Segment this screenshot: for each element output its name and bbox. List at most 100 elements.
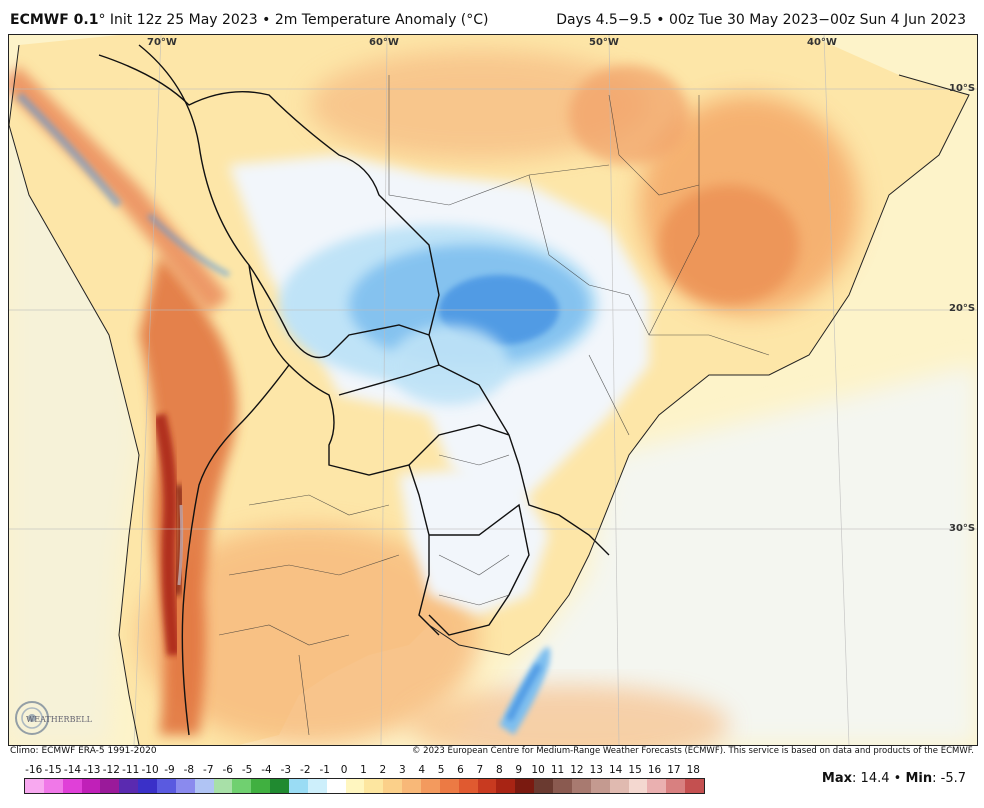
logo-text: WEATHERBELL bbox=[26, 715, 92, 724]
colorbar-swatch bbox=[402, 779, 422, 793]
colorbar-swatch bbox=[666, 779, 686, 793]
colorbar-swatch bbox=[251, 779, 271, 793]
argentina-warm-anomaly bbox=[139, 525, 479, 745]
colorbar-swatch bbox=[496, 779, 516, 793]
uruguay-near-zero-area bbox=[399, 465, 549, 615]
colorbar-tick-label: 10 bbox=[531, 764, 545, 776]
colorbar bbox=[24, 778, 705, 794]
max-label: Max bbox=[821, 771, 853, 786]
graticule bbox=[9, 35, 977, 745]
min-value: -5.7 bbox=[940, 771, 966, 786]
peru-andes-cold-streak bbox=[16, 92, 123, 208]
colorbar-tick-label: -11 bbox=[122, 764, 140, 776]
lat-label-30s: 30°S bbox=[949, 523, 976, 534]
colorbar-tick-label: 12 bbox=[570, 764, 584, 776]
map-panel[interactable]: 70°W 60°W 50°W 40°W 10°S 20°S 30°S bbox=[8, 34, 978, 746]
colorbar-swatch bbox=[609, 779, 629, 793]
south-atlantic-cold-core bbox=[506, 663, 542, 722]
init-time: ° Init 12z 25 May 2023 bbox=[98, 12, 258, 28]
map-title: ECMWF 0.1° Init 12z 25 May 2023 • 2m Tem… bbox=[10, 12, 489, 28]
weatherbell-logo: WEATHERBELL bbox=[12, 696, 93, 740]
colorbar-swatch bbox=[194, 779, 214, 793]
colorbar-tick-label: -1 bbox=[319, 764, 330, 776]
valid-period: Days 4.5−9.5 • 00z Tue 30 May 2023−00z S… bbox=[556, 12, 966, 28]
variable-name: 2m Temperature Anomaly (°C) bbox=[274, 12, 489, 28]
colorbar-tick-label: -12 bbox=[102, 764, 120, 776]
colorbar-tick-label: 17 bbox=[667, 764, 681, 776]
colorbar-tick-label: 13 bbox=[589, 764, 603, 776]
colorbar-tick-label: 6 bbox=[457, 764, 464, 776]
pantanal-cold-area bbox=[389, 325, 509, 405]
ne-brazil-warm-core bbox=[659, 185, 799, 305]
colorbar-tick-label: -2 bbox=[300, 764, 311, 776]
lat-label-10s: 10°S bbox=[949, 83, 976, 94]
colorbar-tick-label: 11 bbox=[550, 764, 565, 776]
colorbar-swatch bbox=[81, 779, 101, 793]
lon-label-50w: 50°W bbox=[589, 37, 619, 48]
colorbar-tick-label: 15 bbox=[628, 764, 642, 776]
colorbar-tick-label: -13 bbox=[83, 764, 101, 776]
stats-separator: • bbox=[893, 771, 902, 786]
colorbar-swatch bbox=[157, 779, 176, 793]
colorbar-swatch bbox=[364, 779, 384, 793]
colorbar-swatch bbox=[289, 779, 308, 793]
colorbar-swatch bbox=[458, 779, 478, 793]
colorbar-tick-label: 7 bbox=[476, 764, 484, 776]
colorbar-swatch bbox=[213, 779, 233, 793]
model-name: ECMWF 0.1 bbox=[10, 12, 99, 28]
colorbar-swatch bbox=[647, 779, 667, 793]
colorbar-tick-label: 16 bbox=[647, 764, 662, 776]
north-brazil-warm-core bbox=[569, 65, 689, 165]
title-separator: • bbox=[262, 12, 271, 28]
lat-label-20s: 20°S bbox=[949, 303, 976, 314]
colorbar-tick-label: 18 bbox=[686, 764, 700, 776]
state-borders bbox=[218, 75, 770, 736]
colorbar-tick-label: 4 bbox=[418, 764, 426, 776]
colorbar-swatch bbox=[119, 779, 139, 793]
lon-label-40w: 40°W bbox=[807, 37, 837, 48]
colorbar-swatch bbox=[590, 779, 610, 793]
colorbar-tick-label: -9 bbox=[164, 764, 175, 776]
andes-hot-core bbox=[152, 413, 181, 656]
colorbar-labels: -16 -15 -14 -13 -12 -11 -10 -9 -8 -7 -6 -5 -4 -3 -2 -1 0… bbox=[24, 764, 703, 778]
colorbar-tick-label: 8 bbox=[495, 764, 503, 776]
peru-andes-warm bbox=[9, 65, 230, 314]
colorbar-tick-label: -16 bbox=[25, 764, 43, 776]
colorbar-tick-label: -6 bbox=[222, 764, 233, 776]
colorbar-swatch bbox=[175, 779, 195, 793]
colorbar-tick-label: 2 bbox=[379, 764, 387, 776]
colorbar-swatch bbox=[62, 779, 82, 793]
colorbar-tick-label: -14 bbox=[63, 764, 82, 776]
lon-label-60w: 60°W bbox=[369, 37, 399, 48]
colorbar-tick-label: 3 bbox=[398, 764, 406, 776]
atlantic-coastline bbox=[428, 74, 970, 656]
colorbar-swatch bbox=[477, 779, 497, 793]
colorbar-tick-label: 5 bbox=[437, 764, 445, 776]
atlantic-near-zero-area bbox=[449, 365, 977, 745]
colorbar-swatch bbox=[270, 779, 290, 793]
colorbar-tick-label: -10 bbox=[141, 764, 159, 776]
colorbar-swatch bbox=[421, 779, 440, 793]
colorbar-tick-label: -3 bbox=[280, 764, 292, 776]
anomaly-map bbox=[9, 35, 977, 745]
colorbar-tick-label: 0 bbox=[340, 764, 348, 776]
colorbar-swatch bbox=[100, 779, 120, 793]
colorbar-swatch bbox=[307, 779, 327, 793]
weatherbell-swirl-logo-icon: WEATHERBELL bbox=[15, 701, 93, 735]
colorbar-swatch bbox=[345, 779, 365, 793]
colorbar-swatch bbox=[232, 779, 252, 793]
max-min-stats: Max: 14.4 • Min: -5.7 bbox=[821, 771, 966, 786]
colorbar-tick-label: 14 bbox=[609, 764, 623, 776]
colorbar-tick-label: -15 bbox=[44, 764, 62, 776]
colorbar-swatch bbox=[553, 779, 572, 793]
colorbar-swatch bbox=[326, 779, 346, 793]
colorbar-tick-label: -4 bbox=[261, 764, 272, 776]
max-value: 14.4 bbox=[860, 771, 890, 786]
north-brazil-warm-band bbox=[309, 50, 649, 160]
bolivia-andes-cold-streak bbox=[146, 212, 231, 278]
colorbar-swatch bbox=[571, 779, 591, 793]
lon-label-70w: 70°W bbox=[147, 37, 177, 48]
pacific-coastline bbox=[9, 44, 140, 745]
header: ECMWF 0.1° Init 12z 25 May 2023 • 2m Tem… bbox=[0, 0, 984, 34]
colorbar-swatch bbox=[685, 779, 704, 793]
